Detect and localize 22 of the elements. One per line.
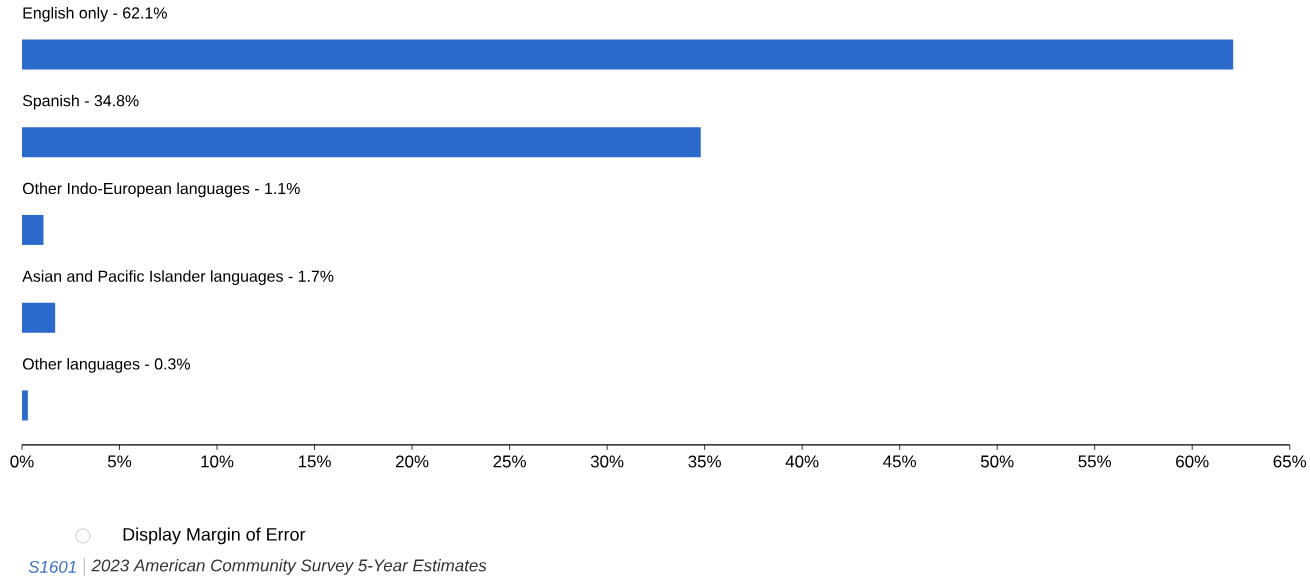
x-tick-label: 40% <box>785 455 819 468</box>
x-tick-label: 60% <box>1176 455 1209 468</box>
x-tick-label: 45% <box>883 455 916 468</box>
x-tick-label: 25% <box>493 455 526 468</box>
x-tick-label: 5% <box>107 455 132 468</box>
x-tick-label: 0% <box>10 455 34 468</box>
text: Display Margin of Error <box>123 527 306 545</box>
y-tick-label: Other languages - 0.3% <box>22 357 190 373</box>
x-tick-label: 55% <box>1078 455 1112 468</box>
x-tick-label: 65% <box>1273 455 1307 468</box>
y-tick-label: English only - 62.1% <box>23 6 167 22</box>
y-tick-label: Spanish - 34.8% <box>22 94 139 110</box>
y-tick-label: Asian and Pacific Islander languages - 1.7% <box>22 270 334 286</box>
x-tick-label: 20% <box>395 455 429 468</box>
x-tick-label: 30% <box>590 455 624 468</box>
y-tick-label: Other Indo-European languages - 1.1% <box>22 182 300 198</box>
x-tick-label: 10% <box>201 455 234 468</box>
x-tick-label: 50% <box>980 455 1014 468</box>
text: 2023 American Community Survey 5-Year Estimates <box>91 559 487 575</box>
x-tick-label: 35% <box>688 455 721 468</box>
text: S1601 <box>28 560 76 573</box>
x-tick-label: 15% <box>298 455 331 468</box>
